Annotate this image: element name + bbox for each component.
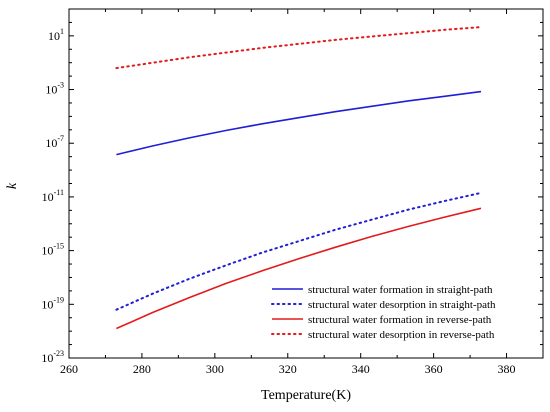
x-axis-title: Temperature(K) — [261, 388, 351, 403]
x-tick-label: 360 — [425, 362, 443, 376]
y-tick-label: 10-11 — [42, 188, 64, 204]
y-axis-ticks: 10-23 10-19 10-15 10-11 10-7 10-3 101 — [41, 8, 543, 365]
x-tick-label: 260 — [60, 362, 78, 376]
legend-label-1: structural water formation in straight-p… — [308, 284, 493, 296]
series-line-3 — [116, 207, 482, 330]
x-tick-label: 380 — [498, 362, 516, 376]
x-tick-label: 280 — [133, 362, 151, 376]
x-tick-label: 320 — [279, 362, 297, 376]
legend-label-4: structural water desorption in reverse-p… — [308, 329, 495, 341]
series-line-1 — [116, 90, 482, 156]
legend-label-3: structural water formation in reverse-pa… — [308, 314, 492, 326]
legend: structural water formation in straight-p… — [271, 284, 496, 341]
series-line-4 — [115, 26, 482, 70]
series-line-2 — [115, 191, 482, 311]
x-tick-label: 300 — [206, 362, 224, 376]
y-tick-label: 10-19 — [41, 295, 64, 311]
y-tick-label: 10-15 — [41, 242, 64, 258]
y-tick-label: 10-7 — [45, 134, 64, 150]
y-tick-label: 10-3 — [45, 81, 64, 97]
legend-label-2: structural water desorption in straight-… — [308, 299, 496, 311]
y-tick-label: 101 — [48, 27, 64, 43]
x-axis-ticks: 260 280 300 320 340 360 380 — [60, 9, 516, 376]
series-layer — [115, 26, 482, 330]
y-axis-title: k — [5, 182, 20, 189]
y-tick-label: 10-23 — [41, 349, 64, 365]
x-tick-label: 340 — [352, 362, 370, 376]
